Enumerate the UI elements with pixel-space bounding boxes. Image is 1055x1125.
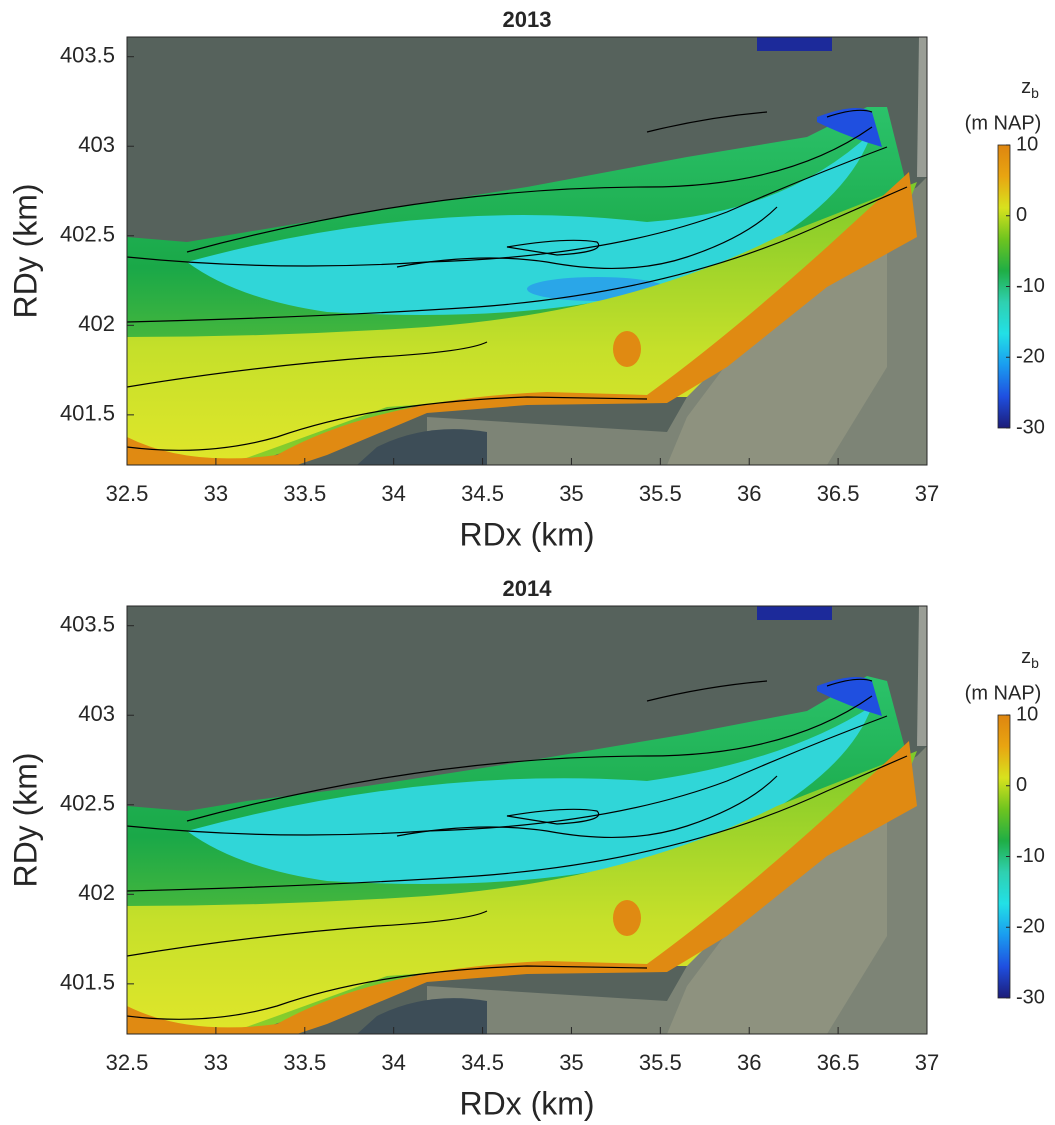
x-tick-label: 35.5 [639, 481, 682, 506]
x-axis-label: RDx (km) [459, 1085, 594, 1121]
x-tick-label: 32.5 [106, 1050, 149, 1075]
contour [127, 341, 488, 388]
colorbar-tick-label: 10 [1016, 703, 1038, 725]
contour [186, 695, 873, 822]
colorbar-tick-label: -30 [1016, 986, 1045, 1008]
contour [646, 111, 768, 133]
contour [186, 126, 873, 253]
colorbar-tick-label: -30 [1016, 416, 1045, 438]
x-tick-label: 35 [559, 1050, 583, 1075]
colorbar-tick-label: -20 [1016, 346, 1045, 368]
x-tick-label: 35 [559, 481, 583, 506]
colorbar-tick-label: 0 [1016, 774, 1027, 796]
x-tick-label: 37 [915, 1050, 939, 1075]
colorbar-unit: (m NAP) [965, 682, 1042, 704]
colorbar-title-main: z [1021, 646, 1031, 668]
y-tick-label: 403 [78, 701, 115, 726]
colorbar-title-sub: b [1031, 655, 1039, 671]
colorbar-title: zb [1021, 646, 1039, 670]
contour [826, 109, 873, 118]
x-tick-label: 34.5 [461, 1050, 504, 1075]
contour [646, 680, 768, 702]
x-tick-label: 33 [204, 481, 228, 506]
x-tick-label: 36.5 [817, 481, 860, 506]
chart-title: 2013 [503, 7, 552, 32]
map-image [127, 37, 927, 465]
bar-island [613, 900, 641, 936]
x-tick-label: 33.5 [283, 481, 326, 506]
x-axis-label: RDx (km) [459, 516, 594, 552]
deep-patch [757, 606, 832, 620]
contour [506, 808, 600, 825]
dike [917, 606, 927, 746]
y-tick-label: 401.5 [60, 401, 115, 426]
x-tick-label: 36 [737, 481, 761, 506]
y-tick-label: 402 [78, 880, 115, 905]
y-tick-label: 403.5 [60, 43, 115, 68]
town [667, 237, 887, 465]
x-tick-label: 33.5 [283, 1050, 326, 1075]
x-tick-label: 36.5 [817, 1050, 860, 1075]
y-tick-label: 403 [78, 132, 115, 157]
x-tick-label: 37 [915, 481, 939, 506]
colorbar-title-sub: b [1031, 85, 1039, 101]
dike [917, 37, 927, 177]
y-tick-label: 402 [78, 311, 115, 336]
contour [127, 715, 888, 836]
contour [396, 775, 778, 839]
town [667, 806, 887, 1034]
y-tick-label: 403.5 [60, 612, 115, 637]
axes-box [126, 36, 928, 466]
colorbar-tick-label: -10 [1016, 275, 1045, 297]
shore [127, 172, 917, 465]
contour [127, 146, 888, 267]
shoal [127, 751, 917, 1034]
chart-title: 2014 [503, 576, 553, 601]
y-tick-label: 402.5 [60, 222, 115, 247]
contour [127, 396, 648, 451]
contour [826, 678, 873, 687]
colorbar-tick-label: -10 [1016, 845, 1045, 867]
bar-island [613, 331, 641, 367]
colorbar-title-main: z [1021, 76, 1031, 98]
deep-blue [817, 108, 882, 147]
x-tick-label: 35.5 [639, 1050, 682, 1075]
contour [127, 965, 648, 1020]
shoal [127, 182, 917, 465]
colorbar-tick-label: 0 [1016, 204, 1027, 226]
x-tick-label: 32.5 [106, 481, 149, 506]
contour [396, 206, 778, 270]
colorbar-tick-label: -20 [1016, 916, 1045, 938]
x-tick-label: 34 [381, 1050, 405, 1075]
contour [127, 755, 908, 892]
x-tick-label: 34.5 [461, 481, 504, 506]
contour [506, 239, 600, 256]
y-axis-label: RDy (km) [7, 183, 43, 318]
colorbar-unit: (m NAP) [965, 112, 1042, 134]
shore [127, 741, 917, 1034]
y-tick-label: 401.5 [60, 970, 115, 995]
map-image [127, 606, 927, 1034]
x-tick-label: 36 [737, 1050, 761, 1075]
deep-blue [817, 677, 882, 716]
y-tick-label: 402.5 [60, 791, 115, 816]
contour [127, 910, 488, 957]
x-tick-label: 33 [204, 1050, 228, 1075]
colorbar-tick-label: 10 [1016, 133, 1038, 155]
lake [357, 998, 487, 1034]
colorbar-title: zb [1021, 76, 1039, 100]
y-axis-label: RDy (km) [7, 752, 43, 887]
contour [127, 186, 908, 323]
x-tick-label: 34 [381, 481, 405, 506]
lake [357, 429, 487, 465]
deep-patch [757, 37, 832, 51]
axes-box [126, 605, 928, 1035]
